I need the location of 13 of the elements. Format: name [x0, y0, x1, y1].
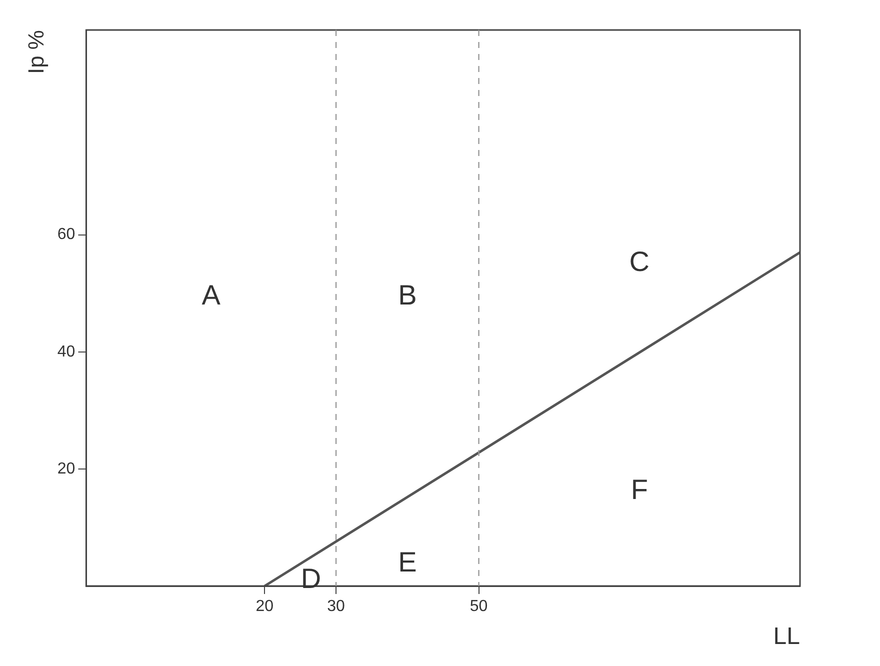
x-tick-label: 50	[470, 598, 488, 616]
annotation: B	[398, 280, 417, 311]
x-tick-label: 30	[327, 598, 346, 616]
y-tick-label: 40	[57, 343, 76, 360]
annotation: E	[398, 546, 417, 578]
y-axis-title: Ip %	[23, 30, 48, 74]
y-tick-label: 60	[57, 226, 76, 244]
y-tick-label: 20	[57, 460, 76, 478]
annotation: A	[202, 280, 221, 311]
annotation: C	[629, 246, 650, 278]
x-tick-label: 20	[256, 598, 274, 616]
x-axis-title: LL	[773, 623, 800, 650]
annotation: F	[630, 474, 648, 506]
